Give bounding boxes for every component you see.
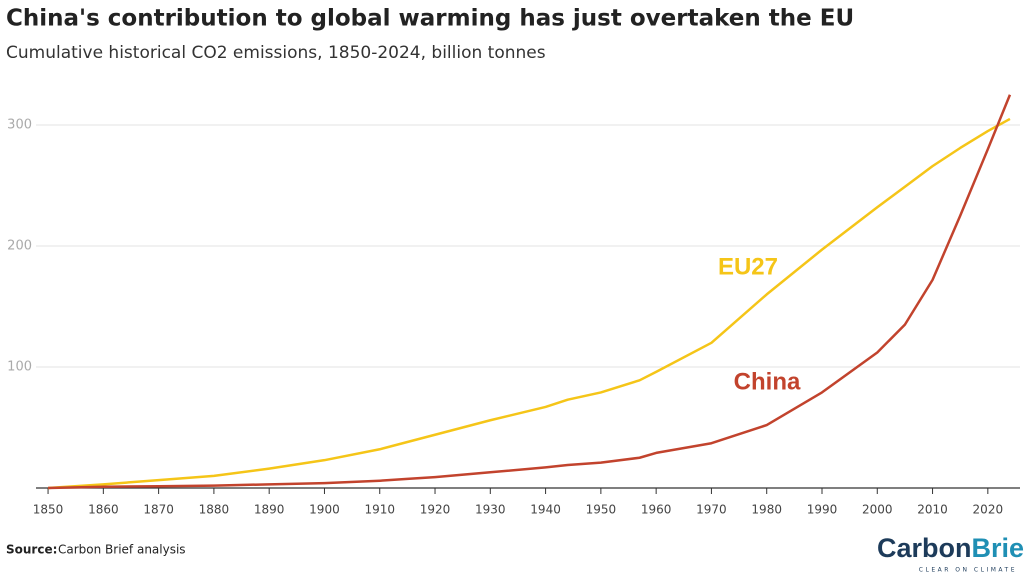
x-tick-label: 2020: [973, 503, 1004, 517]
y-tick-label: 100: [7, 360, 32, 375]
x-tick-label: 1950: [586, 503, 617, 517]
x-tick-label: 1910: [364, 503, 395, 517]
x-tick-label: 1870: [143, 503, 174, 517]
y-tick-label: 200: [7, 239, 32, 254]
x-tick-label: 1970: [696, 503, 727, 517]
source-label: Source:: [6, 543, 57, 557]
x-tick-label: 2000: [862, 503, 893, 517]
x-tick-label: 1930: [475, 503, 506, 517]
source: Carbon Brief analysis: [58, 543, 186, 557]
x-tick-label: 2010: [917, 503, 948, 517]
logo-part: Brief: [972, 533, 1024, 563]
x-tick-label: 1850: [33, 503, 64, 517]
logo-tagline: CLEAR ON CLIMATE: [919, 567, 1017, 574]
x-tick-label: 1890: [254, 503, 285, 517]
x-tick-label: 1990: [807, 503, 838, 517]
logo-part: Carbon: [877, 533, 972, 563]
x-tick-label: 1860: [88, 503, 119, 517]
x-tick-label: 1960: [641, 503, 672, 517]
series-line: [47, 117, 1011, 490]
y-tick-label: 300: [7, 118, 32, 133]
series-label: EU27: [718, 253, 778, 280]
chart-subtitle: Cumulative historical CO2 emissions, 185…: [6, 43, 546, 63]
x-tick-label: 1940: [530, 503, 561, 517]
x-tick-label: 1900: [309, 503, 340, 517]
x-tick-label: 1880: [199, 503, 230, 517]
series-label: China: [734, 368, 801, 395]
x-tick-label: 1980: [751, 503, 782, 517]
x-tick-label: 1920: [420, 503, 451, 517]
series-line: [48, 94, 1012, 490]
chart-title: China's contribution to global warming h…: [6, 6, 854, 32]
